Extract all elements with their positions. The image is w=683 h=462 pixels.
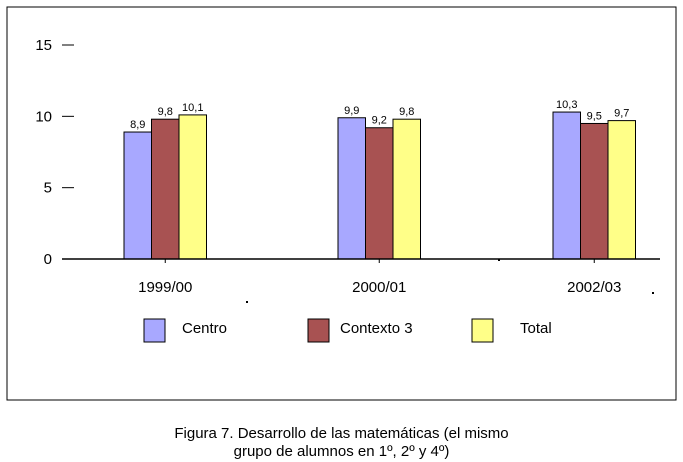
legend-swatch [143,318,166,343]
data-label: 9,5 [587,110,602,122]
data-label: 9,8 [399,106,414,118]
data-label: 10,1 [182,102,203,114]
stray-dot [498,259,500,261]
bar [151,118,180,260]
stray-dot [652,292,654,294]
bar [580,122,609,260]
y-tick-label: 5 [44,180,52,197]
data-label: 9,2 [372,115,387,127]
data-label: 9,9 [344,105,359,117]
x-tick-label: 2000/01 [352,279,406,296]
stray-dot [246,301,248,303]
bar [607,120,636,260]
legend-label: Total [520,320,552,337]
x-axis: 1999/00 2000/01 2002/03 [62,258,660,296]
figure-caption-line-2: grupo de alumnos en 1º, 2º y 4º) [233,443,450,460]
bar [365,127,394,260]
bar [392,118,421,260]
legend-swatch [307,318,330,343]
data-label: 10,3 [556,99,577,111]
legend-label: Contexto 3 [340,320,413,337]
legend-swatch [471,318,494,343]
bar [552,111,581,260]
legend: Centro Contexto 3 Total [143,318,552,343]
x-tick-label: 1999/00 [138,279,192,296]
data-label: 9,7 [614,108,629,120]
x-tick-label: 2002/03 [567,279,621,296]
stray-marks [246,259,654,303]
bars [123,111,636,260]
figure-caption-line-1: Figura 7. Desarrollo de las matemáticas … [174,425,509,442]
data-label: 8,9 [130,119,145,131]
y-tick-label: 15 [35,37,52,54]
data-label: 9,8 [158,106,173,118]
bar [123,131,152,260]
bar [337,117,366,260]
data-labels: 8,9 9,8 10,1 9,9 9,2 9,8 10,3 9,5 9,7 [130,99,629,131]
legend-label: Centro [182,320,227,337]
y-tick-label: 0 [44,251,52,268]
y-tick-label: 10 [35,108,52,125]
bar [178,114,207,260]
